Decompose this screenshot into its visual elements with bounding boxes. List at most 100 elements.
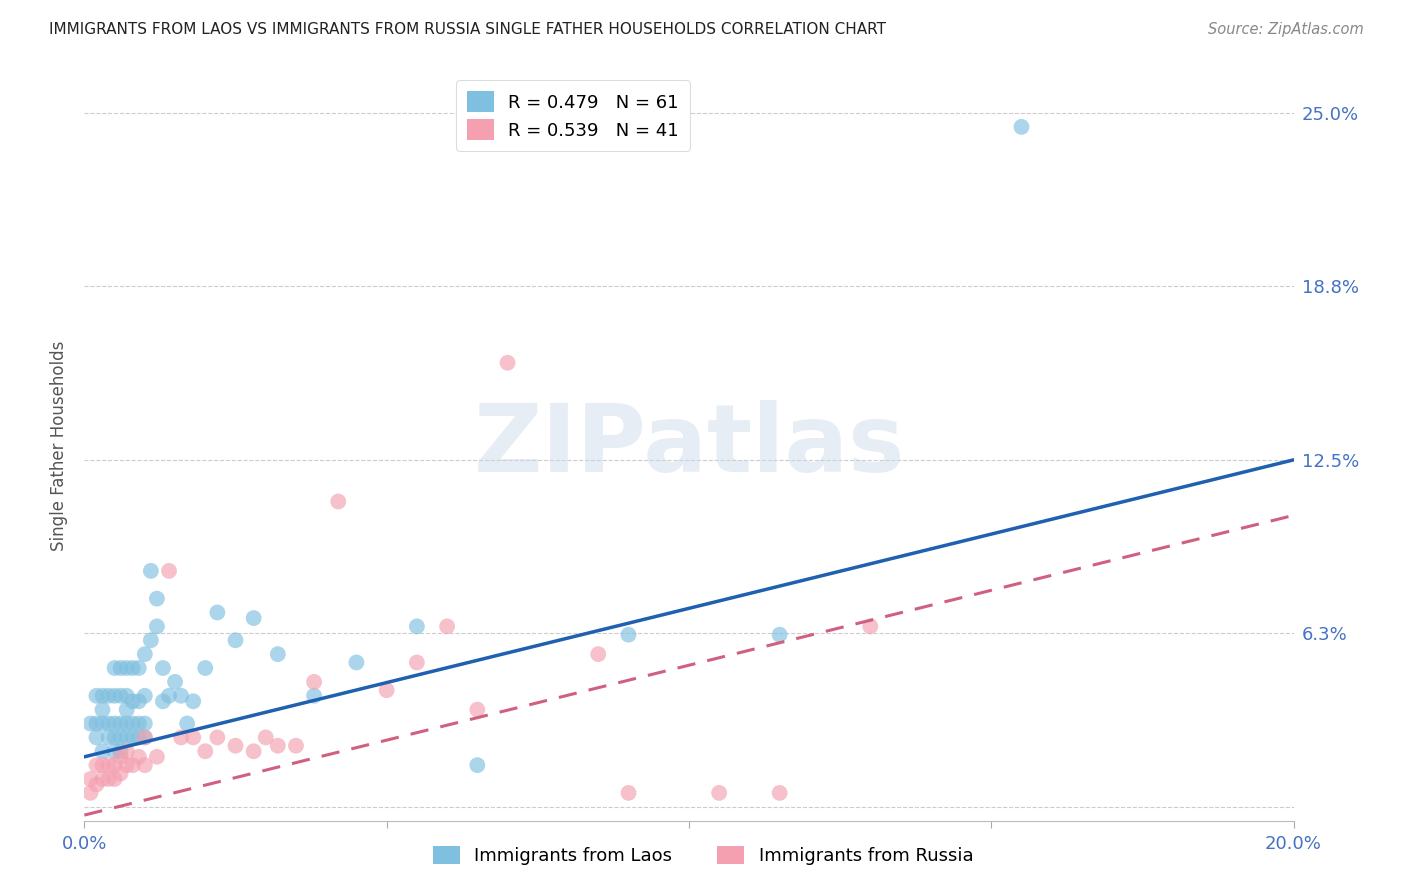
Point <box>104 661 127 675</box>
Point <box>134 731 156 745</box>
Point <box>242 744 264 758</box>
Point <box>86 716 108 731</box>
Point <box>110 661 132 675</box>
Point <box>91 703 114 717</box>
Point <box>406 656 429 670</box>
Point <box>115 758 138 772</box>
Point <box>97 772 120 786</box>
Point <box>225 739 247 753</box>
Point <box>769 786 792 800</box>
Point <box>302 689 325 703</box>
Point <box>170 689 193 703</box>
Point <box>104 744 127 758</box>
Point <box>267 739 290 753</box>
Point <box>128 661 150 675</box>
Point <box>194 661 217 675</box>
Point <box>165 674 187 689</box>
Point <box>242 611 264 625</box>
Point <box>152 661 174 675</box>
Point <box>146 619 169 633</box>
Point <box>79 786 101 800</box>
Point <box>375 683 398 698</box>
Point <box>115 689 138 703</box>
Point <box>157 689 180 703</box>
Point <box>91 772 114 786</box>
Y-axis label: Single Father Households: Single Father Households <box>51 341 69 551</box>
Point <box>139 633 162 648</box>
Point <box>302 674 325 689</box>
Text: ZIPatlas: ZIPatlas <box>474 400 904 492</box>
Point <box>170 731 193 745</box>
Point <box>110 689 132 703</box>
Point <box>104 758 127 772</box>
Legend: R = 0.479   N = 61, R = 0.539   N = 41: R = 0.479 N = 61, R = 0.539 N = 41 <box>456 80 690 151</box>
Point <box>115 703 138 717</box>
Point <box>110 731 132 745</box>
Point <box>86 758 108 772</box>
Point <box>134 647 156 661</box>
Point <box>97 758 120 772</box>
Point <box>79 716 101 731</box>
Point <box>115 661 138 675</box>
Point <box>91 689 114 703</box>
Point <box>617 786 640 800</box>
Point <box>128 749 150 764</box>
Point <box>1011 120 1033 134</box>
Point <box>181 694 204 708</box>
Point <box>181 731 204 745</box>
Point <box>115 744 138 758</box>
Point <box>115 716 138 731</box>
Point <box>128 716 150 731</box>
Text: Source: ZipAtlas.com: Source: ZipAtlas.com <box>1208 22 1364 37</box>
Point <box>115 731 138 745</box>
Point <box>97 716 120 731</box>
Point <box>110 716 132 731</box>
Point <box>496 356 519 370</box>
Point <box>110 749 132 764</box>
Point <box>104 772 127 786</box>
Point <box>134 689 156 703</box>
Point <box>121 758 143 772</box>
Point <box>121 661 143 675</box>
Point <box>467 758 489 772</box>
Point <box>134 758 156 772</box>
Point <box>104 716 127 731</box>
Point <box>176 716 198 731</box>
Point <box>146 591 169 606</box>
Point <box>157 564 180 578</box>
Point <box>91 744 114 758</box>
Point <box>86 731 108 745</box>
Text: IMMIGRANTS FROM LAOS VS IMMIGRANTS FROM RUSSIA SINGLE FATHER HOUSEHOLDS CORRELAT: IMMIGRANTS FROM LAOS VS IMMIGRANTS FROM … <box>49 22 886 37</box>
Point <box>104 731 127 745</box>
Point <box>346 656 368 670</box>
Point <box>406 619 429 633</box>
Point <box>588 647 610 661</box>
Point <box>79 772 101 786</box>
Point <box>467 703 489 717</box>
Point <box>110 766 132 780</box>
Point <box>121 731 143 745</box>
Point <box>128 694 150 708</box>
Point <box>97 731 120 745</box>
Point <box>97 689 120 703</box>
Point <box>139 564 162 578</box>
Point <box>86 778 108 792</box>
Point <box>225 633 247 648</box>
Point <box>207 606 229 620</box>
Point <box>254 731 277 745</box>
Point <box>152 694 174 708</box>
Legend: Immigrants from Laos, Immigrants from Russia: Immigrants from Laos, Immigrants from Ru… <box>423 837 983 874</box>
Point <box>267 647 290 661</box>
Point <box>709 786 731 800</box>
Point <box>91 716 114 731</box>
Point <box>328 494 350 508</box>
Point <box>91 758 114 772</box>
Point <box>110 744 132 758</box>
Point <box>617 628 640 642</box>
Point <box>128 731 150 745</box>
Point <box>134 731 156 745</box>
Point <box>859 619 882 633</box>
Point <box>769 628 792 642</box>
Point <box>104 689 127 703</box>
Point <box>285 739 308 753</box>
